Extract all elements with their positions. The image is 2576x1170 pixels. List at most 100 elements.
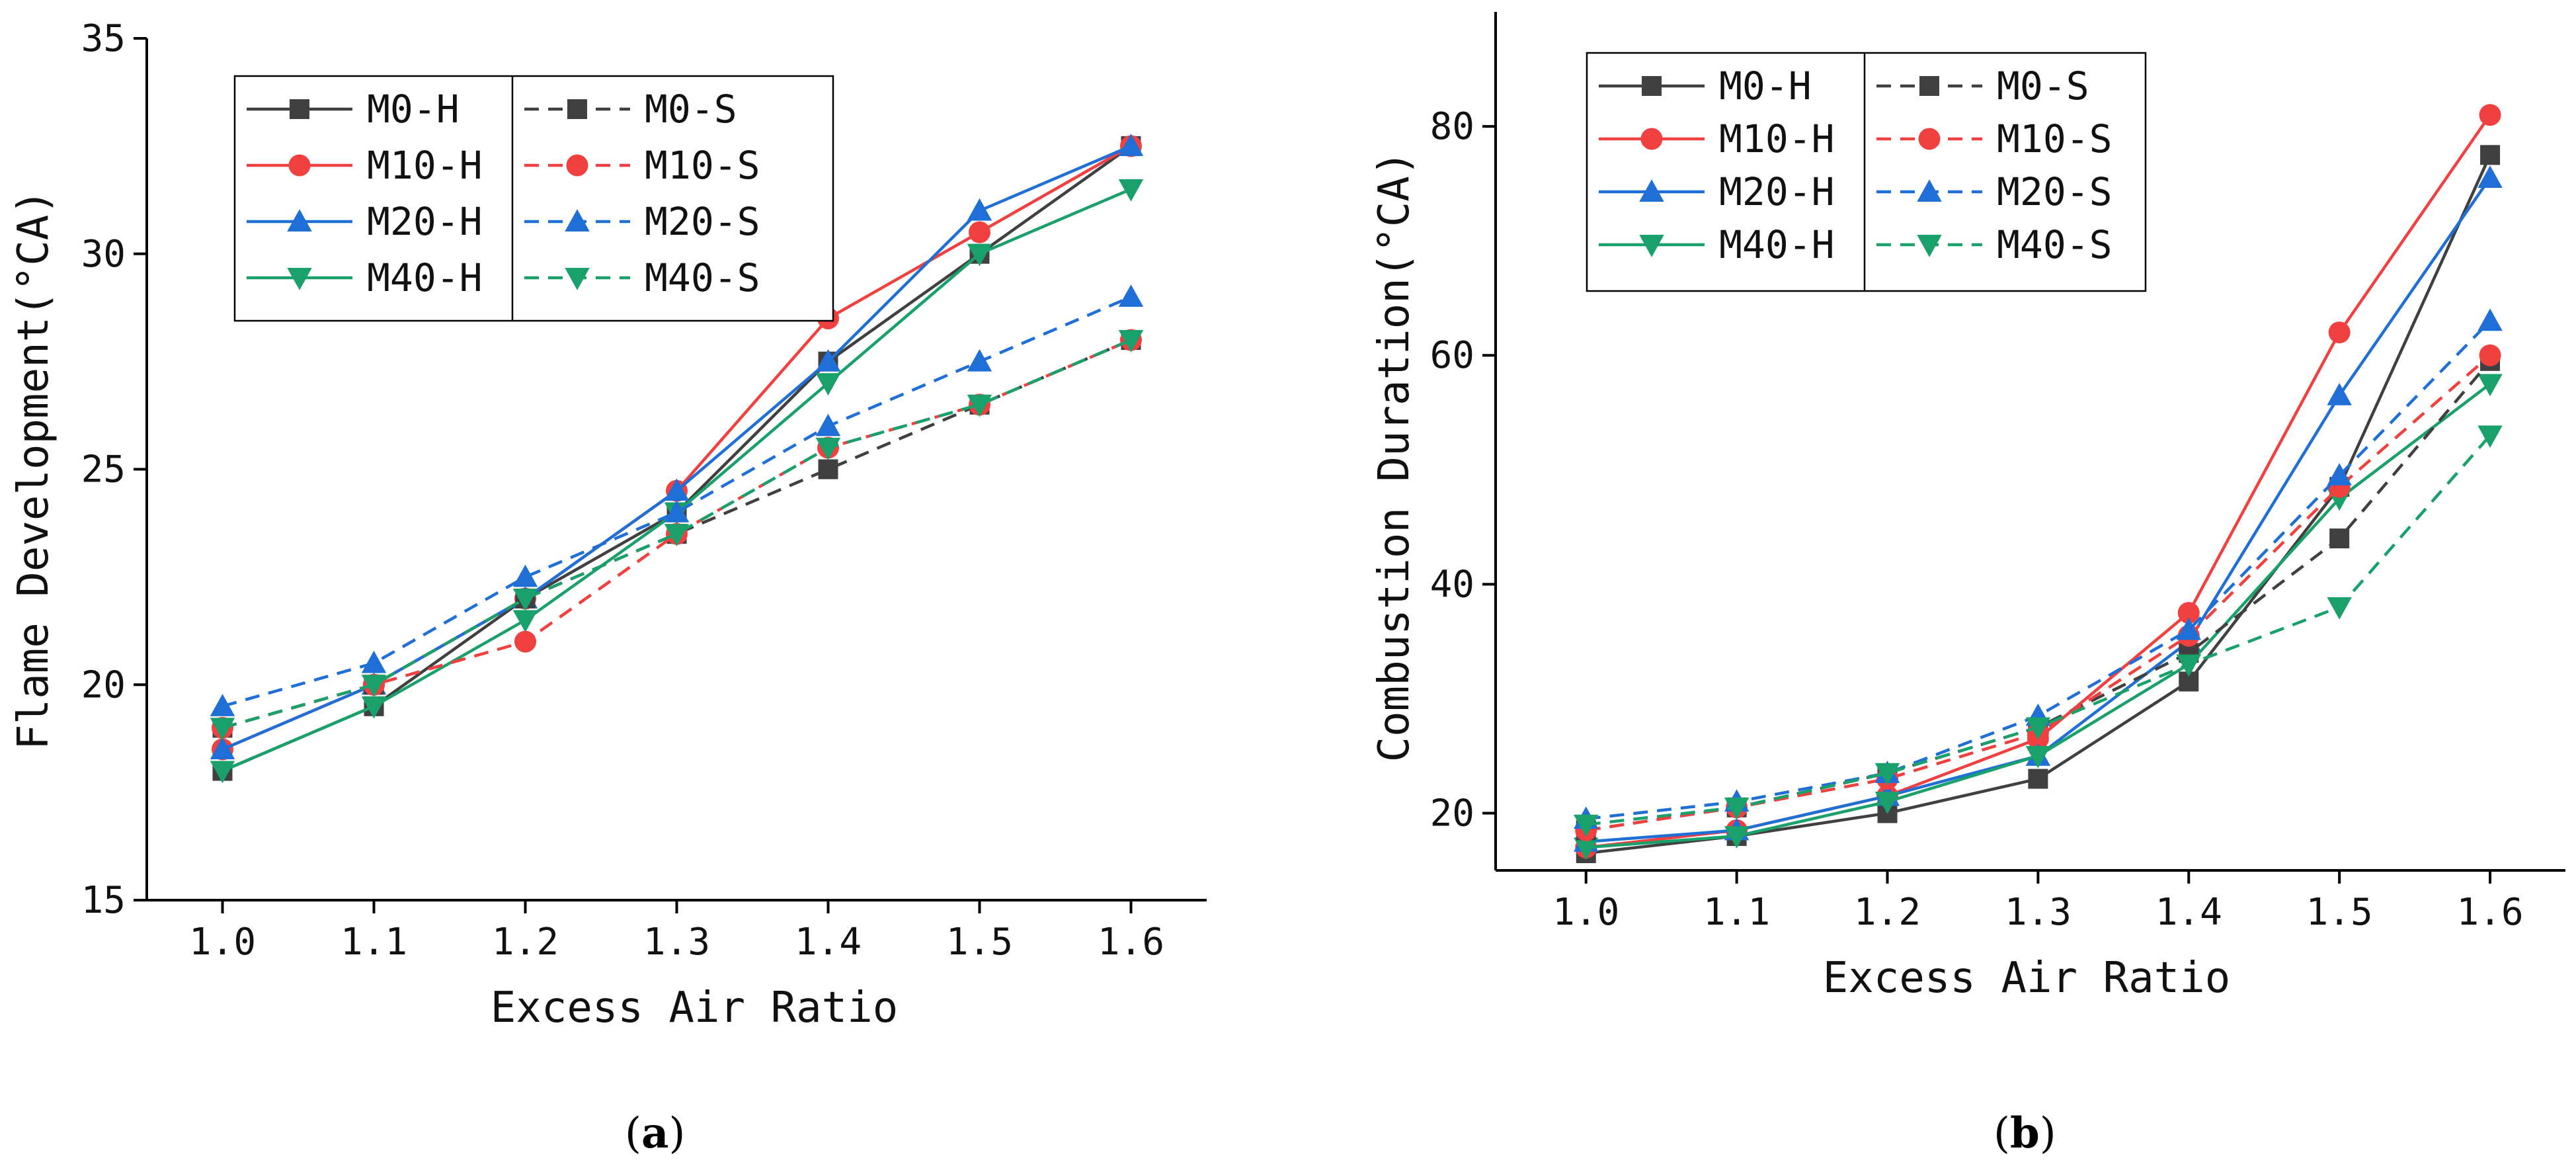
legend-entry-m0-h: M0-H xyxy=(247,87,460,132)
data-point-m10-s xyxy=(2479,344,2501,366)
data-point-m0-h xyxy=(2028,769,2048,789)
series-m40-h xyxy=(1573,374,2503,860)
legend-marker-m10-h xyxy=(288,154,311,177)
data-point-m10-h xyxy=(969,221,990,243)
data-point-m40-s xyxy=(2176,654,2202,677)
data-point-m20-h xyxy=(2477,165,2503,188)
legend-marker-m40-h xyxy=(1639,235,1664,257)
legend-entry-m10-s: M10-S xyxy=(524,143,760,188)
data-point-m40-s xyxy=(210,718,235,741)
legend-entry-m20-h: M20-H xyxy=(247,199,483,244)
data-point-m40-s xyxy=(1573,814,1599,837)
data-point-m20-s xyxy=(361,650,387,673)
x-tick-label: 1.1 xyxy=(1703,891,1770,934)
y-tick-label: 30 xyxy=(81,233,126,276)
data-point-m40-h xyxy=(1874,792,1900,814)
legend-label-m40-s: M40-S xyxy=(1997,222,2113,267)
x-tick-label: 1.5 xyxy=(946,921,1013,964)
x-tick-label: 1.5 xyxy=(2306,891,2373,934)
data-point-m40-s xyxy=(1118,330,1144,353)
legend-marker-m40-s xyxy=(1917,235,1942,257)
data-point-m10-h xyxy=(2177,602,2200,624)
chart-panel-a: 15 20 25 30 35 1.0 1.1 1.2 1.3 1.4 1.5 1.6 Excess Ai… xyxy=(9,17,1207,1158)
legend-box xyxy=(233,75,834,322)
chart-panel-b: 20 40 60 80 1.0 1.1 1.2 1.3 1.4 1.5 1.6 Excess Air … xyxy=(1370,12,2565,1158)
data-point-m20-h xyxy=(2327,383,2352,405)
data-point-m40-s xyxy=(512,588,538,611)
legend: M0-H M10-H M20-H M40-H M0-S M10-S M20-S M40-S xyxy=(1586,52,2147,292)
legend-label-m0-s: M0-S xyxy=(645,87,737,132)
x-axis-title: Excess Air Ratio xyxy=(491,983,899,1032)
x-tick-label: 1.3 xyxy=(643,921,710,964)
legend-entry-m40-s: M40-S xyxy=(1876,222,2113,267)
legend-label-m20-h: M20-H xyxy=(1719,169,1835,214)
legend-label-m10-s: M10-S xyxy=(645,143,760,188)
legend-label-m20-s: M20-S xyxy=(645,199,760,244)
y-tick-label: 40 xyxy=(1430,563,1474,606)
series-m40-s xyxy=(210,330,1144,741)
legend-marker-m20-s xyxy=(565,209,590,231)
x-axis-title: Excess Air Ratio xyxy=(1823,954,2231,1003)
data-point-m40-h xyxy=(1724,826,1750,849)
data-point-m0-s xyxy=(2329,528,2350,549)
legend-marker-m40-s xyxy=(565,268,590,290)
data-point-m40-s xyxy=(664,524,690,546)
panel-label-b: (b) xyxy=(1993,1108,2056,1158)
legend-label-m0-h: M0-H xyxy=(1719,63,1812,108)
data-point-m20-s xyxy=(2176,617,2202,640)
data-point-m20-s xyxy=(2327,463,2352,485)
x-tick-label: 1.0 xyxy=(189,921,256,964)
y-tick-label: 15 xyxy=(81,879,126,922)
legend-entry-m40-s: M40-S xyxy=(524,255,760,300)
data-point-m40-s xyxy=(2327,597,2352,620)
x-tick-label: 1.6 xyxy=(1098,921,1164,964)
data-point-m20-h xyxy=(210,737,235,759)
legend-marker-m20-h xyxy=(287,209,312,231)
x-tick-label: 1.3 xyxy=(2005,891,2072,934)
legend-entry-m0-h: M0-H xyxy=(1599,63,1812,108)
x-tick-label: 1.6 xyxy=(2456,891,2523,934)
data-point-m40-s xyxy=(967,394,992,417)
data-point-m40-s xyxy=(361,675,387,697)
data-point-m40-s xyxy=(2477,425,2503,448)
legend-label-m20-h: M20-H xyxy=(367,199,483,244)
y-tick-label: 25 xyxy=(81,448,126,491)
data-point-m20-s xyxy=(967,349,992,372)
series-m40-s xyxy=(1573,425,2503,837)
data-point-m40-h xyxy=(2025,745,2051,769)
legend-label-m10-h: M10-H xyxy=(367,143,483,188)
data-point-m10-h xyxy=(2328,321,2351,344)
legend-entry-m20-h: M20-H xyxy=(1599,169,1835,214)
data-point-m0-h xyxy=(2480,145,2501,165)
data-point-m40-h xyxy=(1573,837,1599,860)
legend-entry-m0-s: M0-S xyxy=(1876,63,2089,108)
data-point-m10-s xyxy=(514,630,536,653)
legend-label-m0-h: M0-H xyxy=(367,87,460,132)
data-point-m40-s xyxy=(1874,763,1900,786)
data-point-m40-s xyxy=(1724,797,1750,820)
legend-label-m40-h: M40-H xyxy=(367,255,483,300)
x-tick-label: 1.2 xyxy=(1854,891,1921,934)
y-tick-label: 35 xyxy=(81,17,126,60)
data-point-m10-h xyxy=(2479,104,2501,126)
x-tick-label: 1.4 xyxy=(2155,891,2222,934)
data-point-m0-s xyxy=(818,459,838,480)
data-point-m20-s xyxy=(664,499,690,522)
y-tick-label: 20 xyxy=(1430,792,1474,835)
data-point-m20-h xyxy=(664,478,690,501)
data-point-m40-h xyxy=(512,610,538,633)
legend-marker-m10-s xyxy=(1918,128,1941,150)
legend-marker-m0-h xyxy=(290,99,309,119)
x-tick-label: 1.4 xyxy=(795,921,862,964)
legend: M0-H M10-H M20-H M40-H M0-S M10-S M20-S M40-S xyxy=(233,75,834,322)
legend-marker-m0-s xyxy=(1919,76,1939,96)
data-point-m40-h xyxy=(1118,179,1144,202)
legend-entry-m10-s: M10-S xyxy=(1876,116,2113,161)
data-point-m20-s xyxy=(2477,308,2503,331)
data-point-m40-h xyxy=(361,696,387,719)
legend-marker-m20-s xyxy=(1917,179,1942,202)
legend-entry-m0-s: M0-S xyxy=(524,87,737,132)
legend-entry-m20-s: M20-S xyxy=(524,199,760,244)
data-point-m20-s xyxy=(512,564,538,587)
legend-entry-m10-h: M10-H xyxy=(1599,116,1835,161)
